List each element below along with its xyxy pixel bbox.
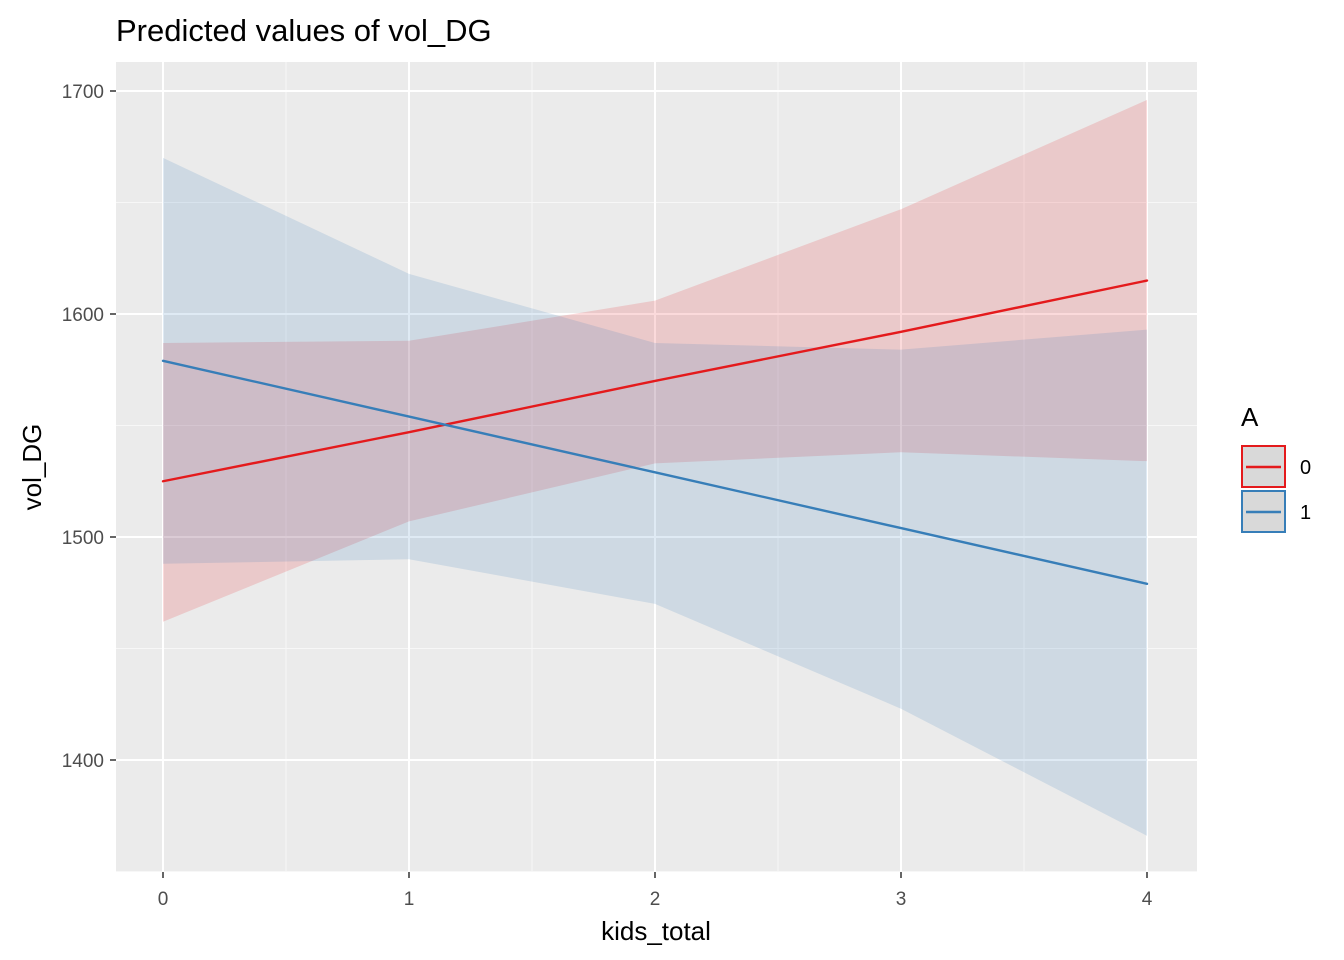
- x-axis: 0 1 2 3 4: [158, 872, 1153, 910]
- prediction-line-series-0: [161, 279, 1149, 483]
- y-tick-label-1400: 1400: [62, 751, 104, 772]
- prediction-lines: [161, 279, 1149, 586]
- confidence-band-series-0: [163, 99, 1147, 622]
- chart-title: Predicted values of vol_DG: [116, 13, 492, 48]
- x-tick-label-2: 2: [650, 889, 661, 910]
- grid-lines: [116, 62, 1197, 872]
- x-tick-label-1: 1: [404, 889, 415, 910]
- confidence-bands: [163, 99, 1147, 836]
- y-tick-label-1700: 1700: [62, 82, 104, 103]
- legend-label-1: 1: [1300, 502, 1311, 524]
- y-axis-label: vol_DG: [17, 424, 47, 511]
- plot-panel: [116, 62, 1197, 872]
- legend-label-0: 0: [1300, 457, 1311, 479]
- x-tick-label-0: 0: [158, 889, 169, 910]
- y-tick-label-1500: 1500: [62, 528, 104, 549]
- x-tick-label-4: 4: [1142, 889, 1153, 910]
- x-axis-label: kids_total: [601, 916, 711, 946]
- y-tick-label-1600: 1600: [62, 305, 104, 326]
- prediction-line-series-1: [161, 359, 1149, 586]
- x-tick-label-3: 3: [896, 889, 907, 910]
- confidence-band-series-1: [163, 157, 1147, 836]
- legend-title: A: [1241, 402, 1259, 432]
- legend: A 0 1: [1241, 402, 1311, 533]
- y-axis: 1400 1500 1600 1700: [62, 82, 116, 772]
